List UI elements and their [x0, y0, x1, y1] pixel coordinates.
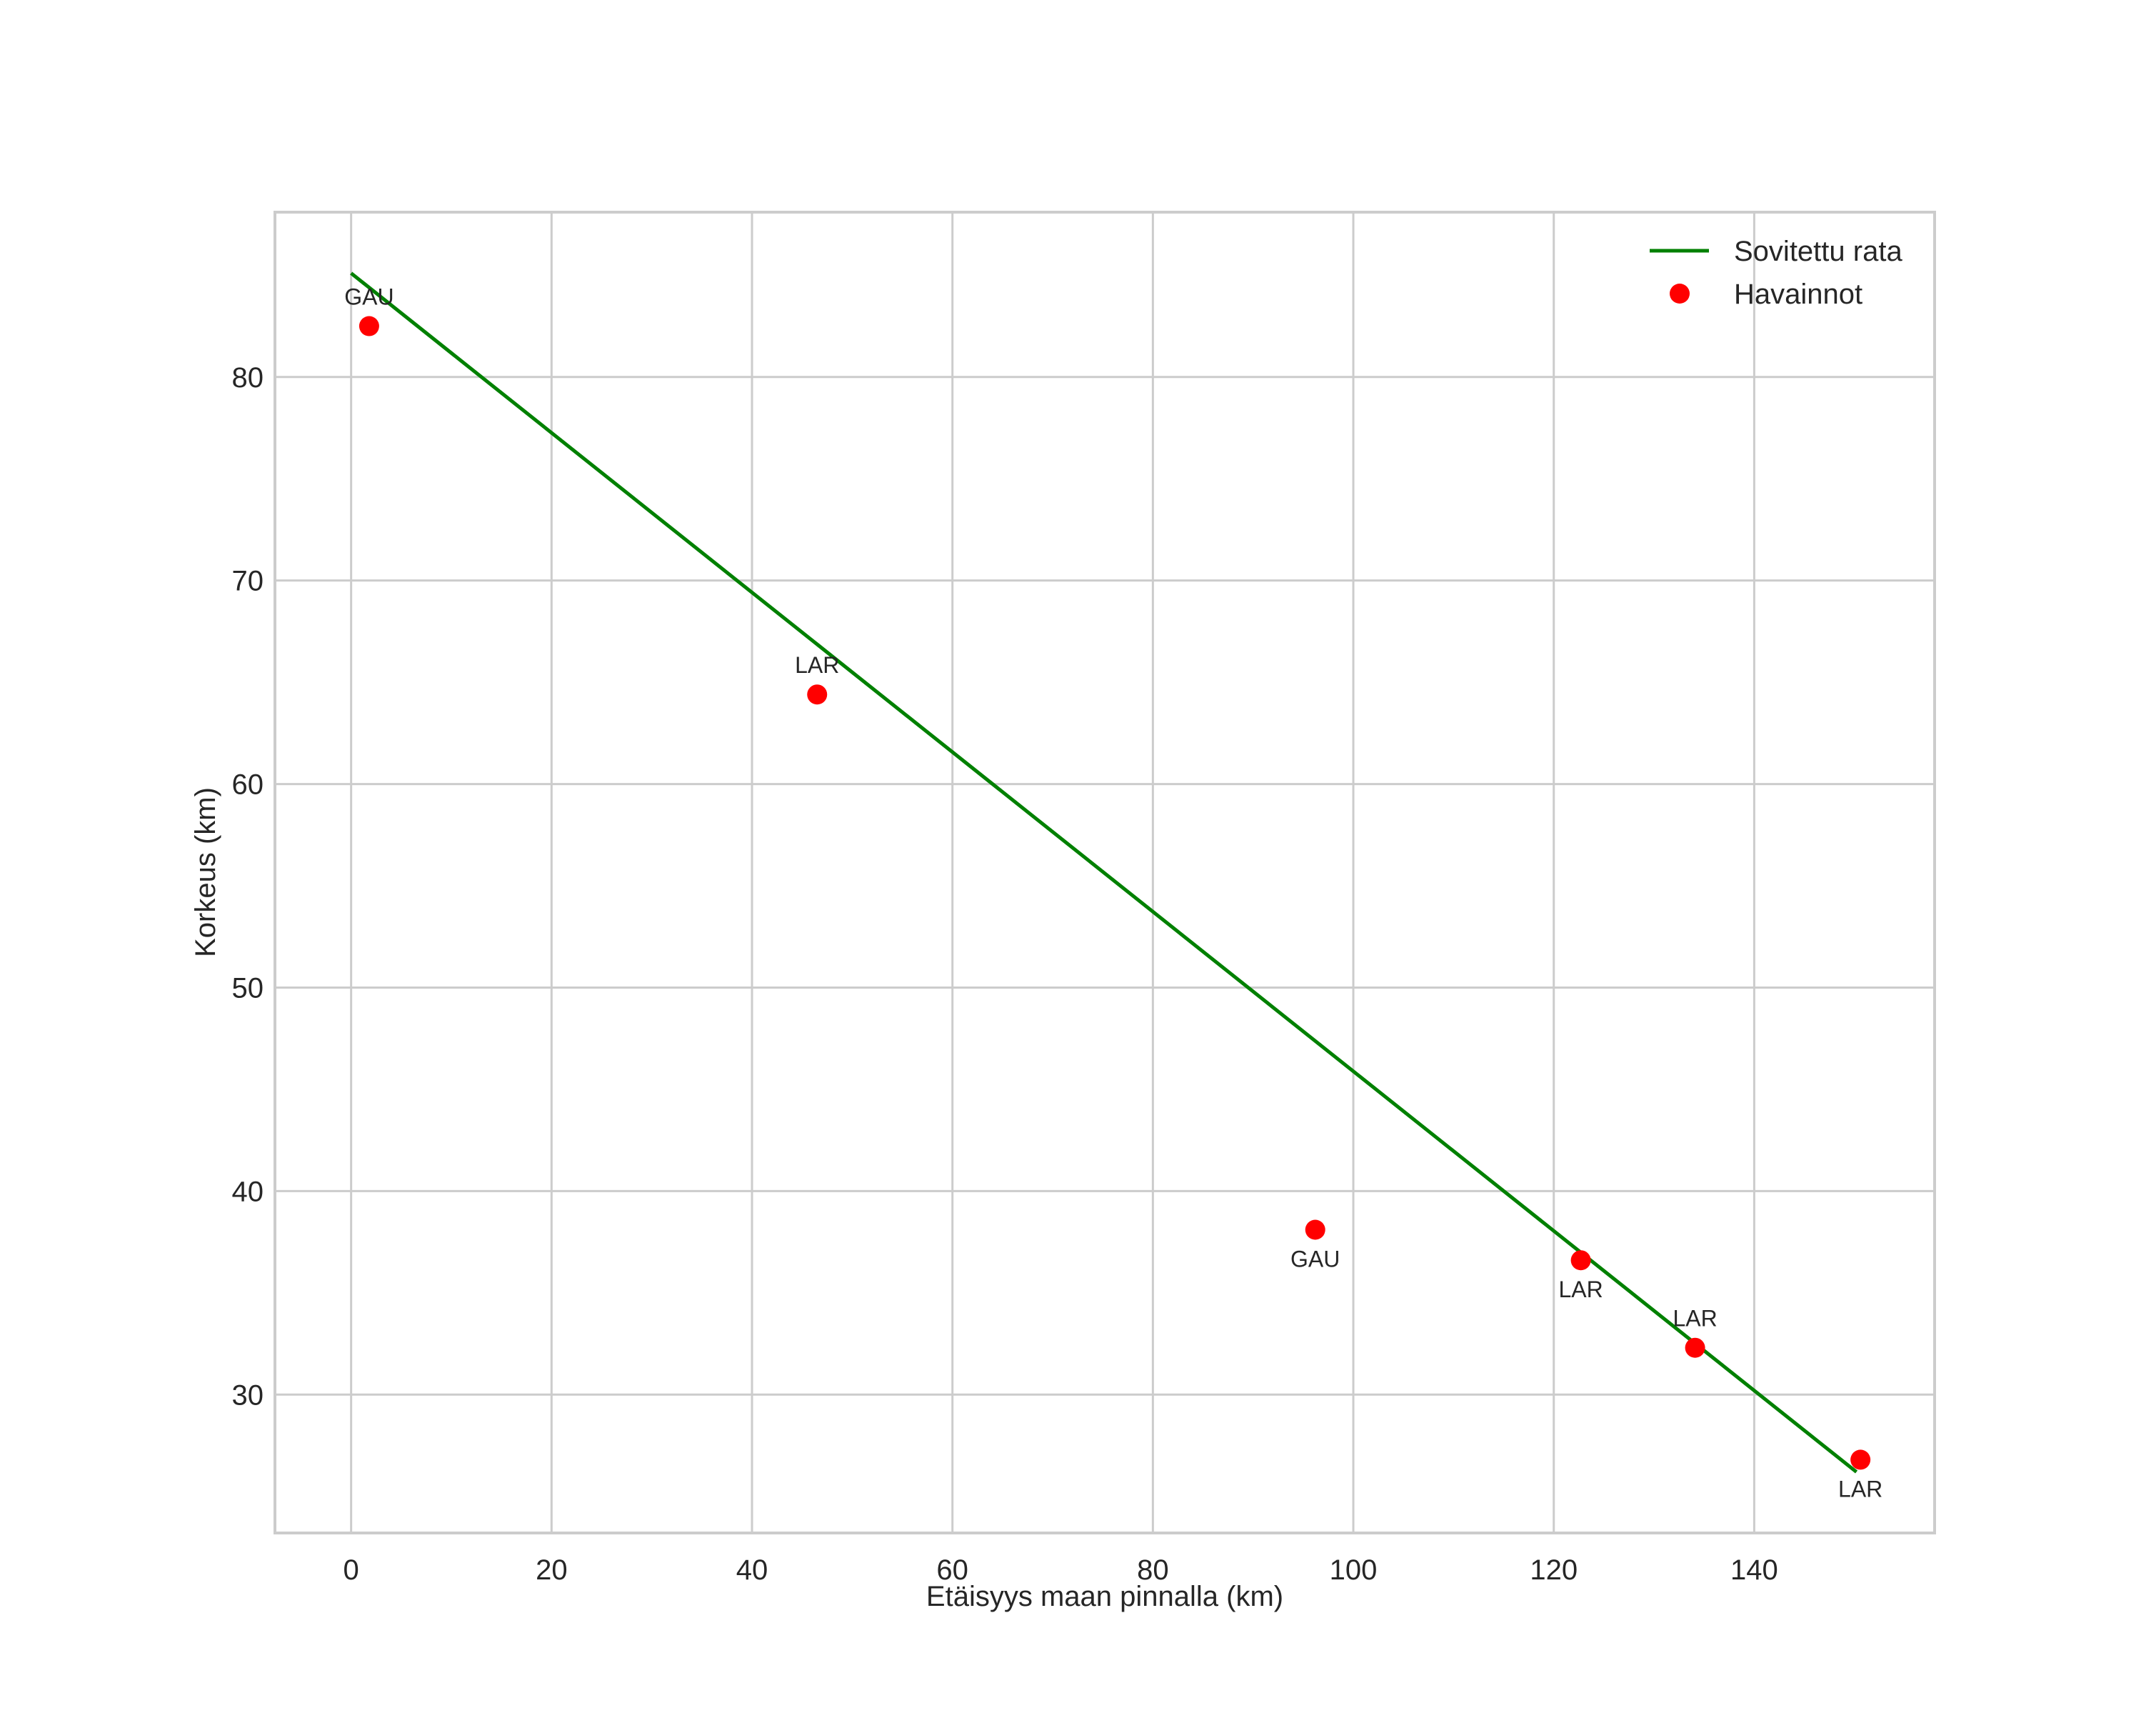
y-tick-label: 80 — [232, 362, 264, 394]
series-layer — [350, 271, 1871, 1474]
legend-label-observations: Havainnot — [1734, 279, 1862, 310]
observation-point — [1305, 1219, 1325, 1240]
gridlines — [275, 212, 1935, 1533]
x-axis-ticks: 0 20 40 60 80 100 120 140 — [344, 1554, 1778, 1586]
legend: Sovitettu rata Havainnot — [1650, 236, 1902, 310]
x-tick-label: 100 — [1330, 1554, 1378, 1586]
observation-station-label: LAR — [1673, 1306, 1717, 1332]
observation-station-label: GAU — [1290, 1246, 1340, 1272]
point-annotations: GAU LAR GAU LAR LAR LAR — [344, 284, 1882, 1502]
observation-point — [807, 684, 828, 705]
legend-dot-icon — [1670, 284, 1690, 304]
x-axis-label: Etäisyys maan pinnalla (km) — [926, 1581, 1283, 1612]
y-tick-label: 40 — [232, 1176, 264, 1207]
y-axis-ticks: 30 40 50 60 70 80 — [232, 362, 264, 1411]
legend-label-fitted-track: Sovitettu rata — [1734, 236, 1902, 267]
fitted-track-line — [350, 271, 1858, 1474]
observation-station-label: GAU — [344, 284, 393, 310]
x-tick-label: 20 — [536, 1554, 568, 1586]
observation-station-label: LAR — [795, 652, 839, 678]
y-tick-label: 50 — [232, 972, 264, 1004]
x-tick-label: 120 — [1530, 1554, 1578, 1586]
x-tick-label: 0 — [344, 1554, 359, 1586]
x-tick-label: 60 — [936, 1554, 968, 1586]
observation-station-label: LAR — [1558, 1277, 1603, 1302]
x-tick-label: 40 — [736, 1554, 768, 1586]
y-tick-label: 60 — [232, 769, 264, 801]
y-tick-label: 30 — [232, 1379, 264, 1411]
observation-point — [1685, 1337, 1705, 1358]
observation-station-label: LAR — [1838, 1476, 1882, 1502]
x-tick-label: 80 — [1137, 1554, 1169, 1586]
x-tick-label: 140 — [1730, 1554, 1778, 1586]
observation-point — [1570, 1250, 1591, 1271]
plot-frame — [274, 211, 1936, 1534]
y-tick-label: 70 — [232, 566, 264, 597]
observation-point — [1850, 1449, 1871, 1470]
observation-point — [359, 316, 379, 336]
y-axis-label: Korkeus (km) — [190, 787, 221, 957]
